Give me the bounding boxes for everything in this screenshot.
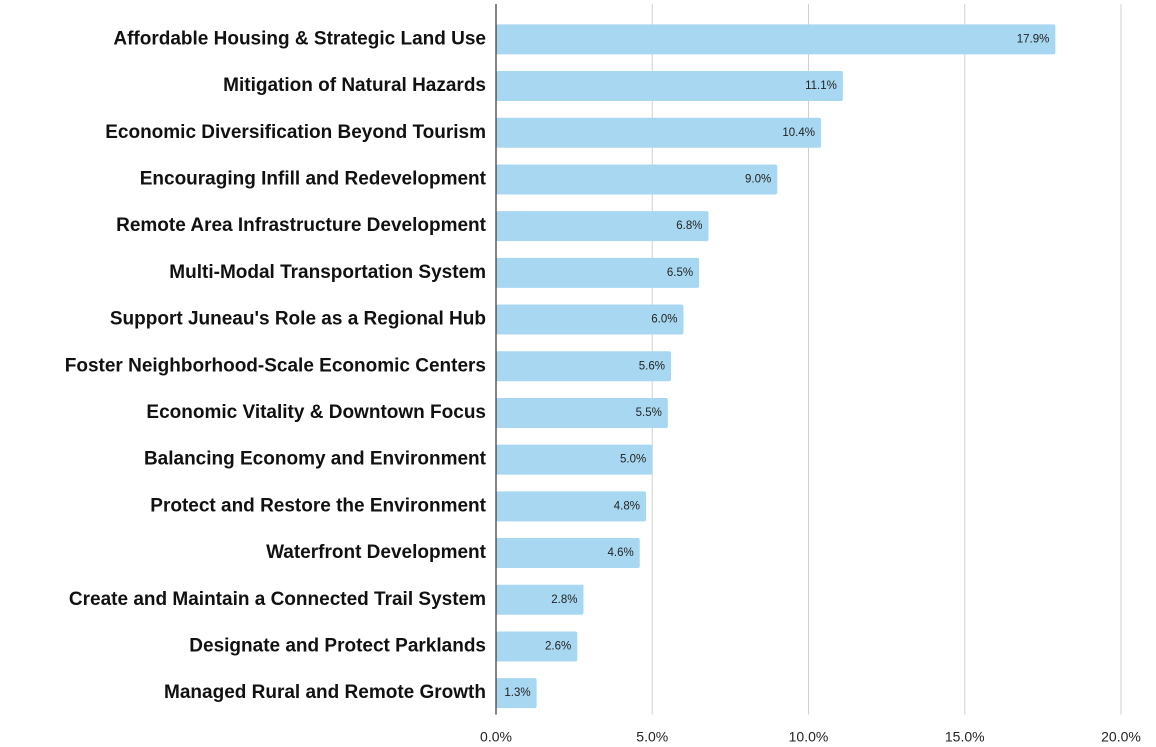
value-label: 9.0% — [745, 173, 771, 185]
bar — [496, 444, 653, 475]
bar — [496, 24, 1056, 55]
category-label: Remote Area Infrastructure Development — [116, 215, 487, 236]
category-label: Economic Vitality & Downtown Focus — [146, 402, 486, 423]
bar — [496, 584, 584, 615]
bar — [496, 351, 671, 382]
bar — [496, 211, 709, 242]
x-tick-label: 5.0% — [636, 729, 668, 745]
category-label: Encouraging Infill and Redevelopment — [140, 168, 487, 189]
value-label: 1.3% — [504, 687, 530, 699]
category-label: Designate and Protect Parklands — [189, 635, 486, 656]
bar — [496, 257, 700, 288]
value-label: 10.4% — [782, 127, 815, 139]
x-tick-label: 0.0% — [480, 729, 512, 745]
category-label: Foster Neighborhood-Scale Economic Cente… — [65, 355, 486, 376]
bar — [496, 71, 843, 102]
category-label: Economic Diversification Beyond Tourism — [105, 122, 486, 143]
category-label: Create and Maintain a Connected Trail Sy… — [69, 589, 486, 610]
value-label: 17.9% — [1017, 33, 1050, 45]
value-label: 6.0% — [651, 314, 677, 326]
value-label: 5.5% — [636, 407, 662, 419]
value-label: 4.6% — [608, 547, 634, 559]
category-label: Affordable Housing & Strategic Land Use — [113, 28, 486, 49]
x-tick-label: 15.0% — [945, 729, 985, 745]
bar — [496, 164, 778, 195]
value-label: 5.0% — [620, 454, 646, 466]
value-label: 6.5% — [667, 267, 693, 279]
value-label: 2.8% — [551, 594, 577, 606]
value-label: 11.1% — [805, 80, 837, 92]
bar — [496, 304, 684, 335]
bar — [496, 491, 646, 522]
x-tick-label: 20.0% — [1101, 729, 1141, 745]
bar — [496, 631, 578, 662]
x-tick-label: 10.0% — [789, 729, 829, 745]
value-label: 4.8% — [614, 500, 640, 512]
bar — [496, 678, 537, 709]
category-label: Support Juneau's Role as a Regional Hub — [110, 309, 486, 330]
category-label: Waterfront Development — [266, 542, 487, 563]
bar — [496, 397, 668, 428]
bar — [496, 538, 640, 569]
category-label: Protect and Restore the Environment — [150, 495, 486, 516]
value-label: 2.6% — [545, 640, 571, 652]
category-label: Managed Rural and Remote Growth — [164, 682, 486, 703]
bar — [496, 117, 821, 148]
value-label: 6.8% — [676, 220, 702, 232]
category-label: Multi-Modal Transportation System — [169, 262, 486, 283]
category-label: Balancing Economy and Environment — [144, 449, 487, 470]
category-label: Mitigation of Natural Hazards — [223, 75, 486, 96]
value-label: 5.6% — [639, 360, 665, 372]
